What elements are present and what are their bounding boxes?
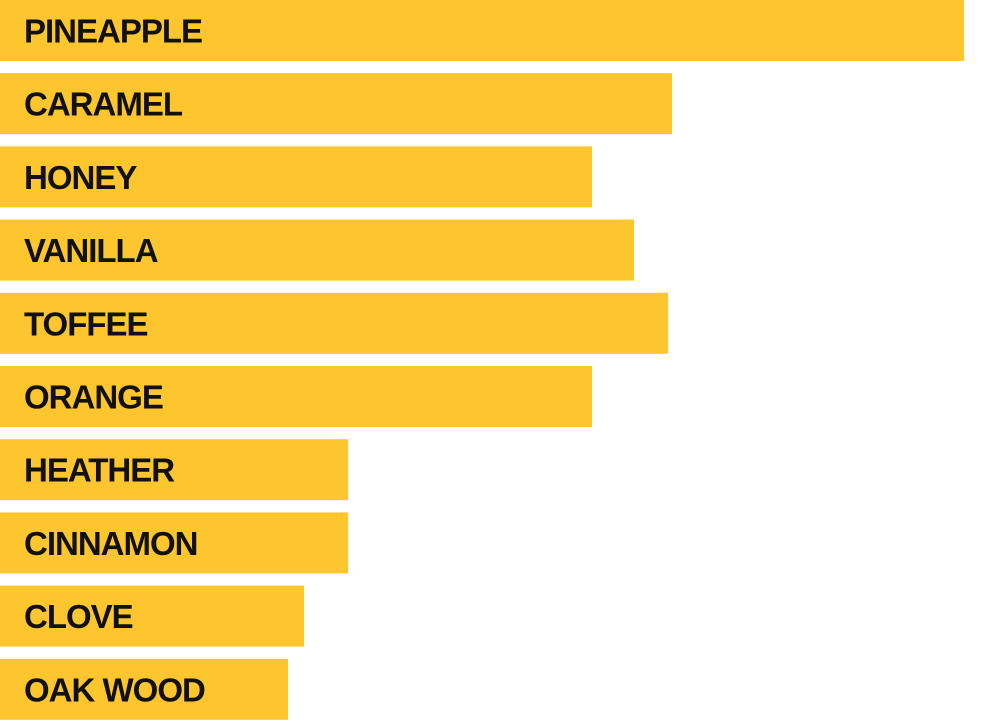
bar-toffee	[0, 292, 668, 354]
bar-label-vanilla: VANILLA	[24, 232, 158, 269]
bar-clove	[0, 585, 304, 647]
labels-layer: PINEAPPLE CARAMEL HONEY VANILLA TOFFEE ORANGE…	[24, 13, 206, 709]
bar-label-heather: HEATHER	[24, 452, 175, 489]
bar-label-oak-wood: OAK WOOD	[24, 671, 205, 708]
bar-label-cinnamon: CINNAMON	[24, 525, 197, 562]
bar-label-clove: CLOVE	[24, 598, 133, 635]
bar-label-pineapple: PINEAPPLE	[24, 13, 202, 50]
bars-layer	[0, 0, 964, 720]
bar-cinnamon	[0, 512, 348, 574]
bar-oak-wood	[0, 658, 288, 720]
bar-caramel	[0, 73, 672, 135]
bar-pineapple	[0, 0, 964, 61]
bar-label-honey: HONEY	[24, 159, 137, 196]
bar-vanilla	[0, 219, 634, 281]
bar-label-caramel: CARAMEL	[24, 86, 183, 123]
bar-honey	[0, 146, 592, 208]
bar-label-orange: ORANGE	[24, 379, 163, 416]
bar-label-toffee: TOFFEE	[24, 305, 148, 342]
bar-heather	[0, 439, 348, 501]
bar-orange	[0, 366, 592, 427]
